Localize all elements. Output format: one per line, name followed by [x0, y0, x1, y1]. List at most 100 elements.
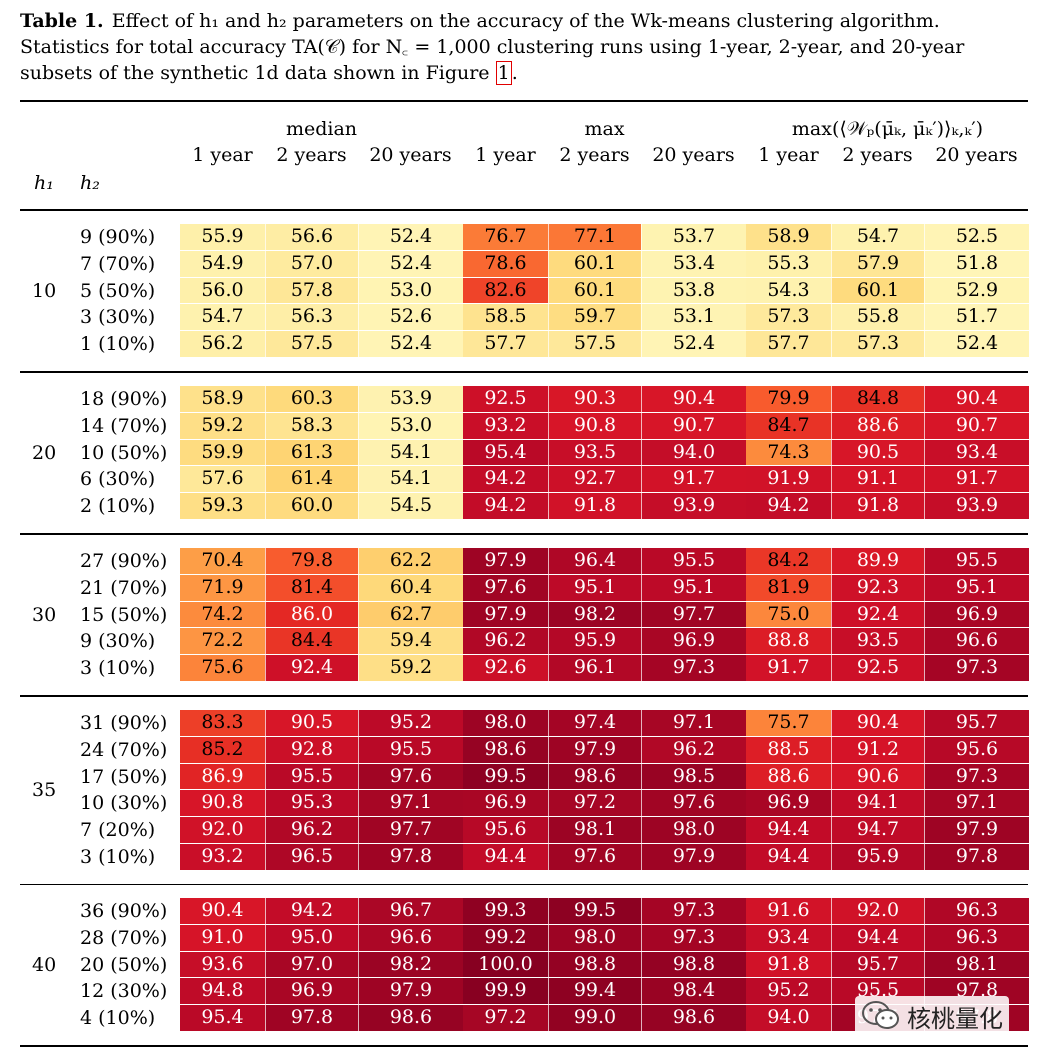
heatmap-cell: 96.9	[746, 790, 831, 817]
heatmap-cell: 97.6	[548, 844, 641, 870]
heatmap-cell: 57.5	[548, 331, 641, 357]
heatmap-cell: 55.8	[831, 304, 924, 331]
heatmap-cell: 56.0	[180, 277, 265, 304]
heatmap-cell: 61.4	[265, 466, 358, 493]
heatmap-cell: 60.4	[358, 574, 463, 601]
heatmap-cell: 90.5	[265, 710, 358, 736]
figure-reference-link[interactable]: 1	[495, 61, 512, 85]
heatmap-cell: 99.4	[548, 978, 641, 1005]
heatmap-cell: 51.7	[924, 304, 1029, 331]
heatmap-cell: 92.5	[463, 386, 548, 412]
h2-label: 15 (50%)	[80, 603, 168, 626]
heatmap-cell: 57.7	[463, 331, 548, 357]
caption-text: Effect of h₁ and h₂ parameters on the ac…	[20, 10, 965, 84]
heatmap-cell: 98.0	[641, 817, 746, 843]
heatmap-cell: 90.7	[641, 412, 746, 439]
heatmap-cell: 57.3	[831, 331, 924, 357]
heatmap-cell: 91.7	[924, 466, 1029, 493]
heatmap-cell: 90.4	[924, 386, 1029, 412]
heatmap-cell: 91.7	[641, 466, 746, 493]
h2-label: 21 (70%)	[80, 576, 168, 599]
heatmap-cell: 94.0	[641, 439, 746, 466]
h1-label: 40	[32, 954, 57, 976]
heatmap-cell: 97.1	[924, 790, 1029, 817]
heatmap-cell: 95.7	[831, 951, 924, 978]
header-rule	[20, 209, 1028, 211]
heatmap-cell: 86.9	[180, 763, 265, 790]
heatmap-cell: 99.5	[548, 898, 641, 924]
heatmap-cell: 91.6	[746, 898, 831, 924]
h2-label: 17 (50%)	[80, 765, 168, 788]
heatmap-cell: 97.1	[641, 710, 746, 736]
h1-label: 10	[32, 280, 57, 302]
heatmap-cell: 94.2	[265, 898, 358, 924]
heatmap-cell: 58.3	[265, 412, 358, 439]
heatmap-cell: 91.7	[746, 655, 831, 681]
heatmap-cell: 56.2	[180, 331, 265, 357]
heatmap-cell: 52.4	[358, 250, 463, 277]
heatmap-cell: 97.4	[548, 710, 641, 736]
heatmap-cell: 55.9	[180, 224, 265, 250]
heatmap-cell: 97.9	[924, 817, 1029, 843]
column-header: 1 year	[192, 144, 253, 166]
heatmap-cell: 89.9	[831, 548, 924, 574]
heatmap-cell: 76.7	[463, 224, 548, 250]
h2-label: 7 (20%)	[80, 819, 156, 842]
heatmap-cell: 96.5	[265, 844, 358, 870]
heatmap-cell: 90.4	[641, 386, 746, 412]
heatmap-cell: 96.6	[924, 628, 1029, 655]
heatmap-cell: 96.1	[548, 655, 641, 681]
heatmap-cell: 52.6	[358, 304, 463, 331]
heatmap-cell: 54.1	[358, 466, 463, 493]
h2-label: 24 (70%)	[80, 738, 168, 761]
heatmap-cell: 94.4	[746, 817, 831, 843]
heatmap-cell: 57.8	[265, 277, 358, 304]
heatmap-cell: 75.7	[746, 710, 831, 736]
block-separator-rule	[20, 371, 1028, 373]
heatmap-cell: 52.4	[358, 331, 463, 357]
heatmap-cell: 53.8	[641, 277, 746, 304]
column-header: 2 years	[559, 144, 630, 166]
heatmap-cell: 99.0	[548, 1005, 641, 1031]
heatmap-cell: 91.1	[831, 466, 924, 493]
heatmap-cell: 92.5	[831, 655, 924, 681]
group-header-max-wasserstein: max(⟨𝒲ₚ(μ̄ₖ, μ̄ₖ′)⟩ₖ,ₖ′)	[791, 118, 984, 140]
h2-label: 3 (10%)	[80, 846, 156, 868]
heatmap-cell: 99.9	[463, 978, 548, 1005]
h2-label: 31 (90%)	[80, 712, 168, 734]
heatmap-cell: 70.4	[180, 548, 265, 574]
heatmap-cell: 59.2	[358, 655, 463, 681]
heatmap-cell: 93.5	[831, 628, 924, 655]
heatmap-cell: 82.6	[463, 277, 548, 304]
heatmap-cell: 95.5	[924, 548, 1029, 574]
heatmap-cell: 59.7	[548, 304, 641, 331]
heatmap-cell: 98.2	[548, 601, 641, 628]
heatmap-cell: 56.3	[265, 304, 358, 331]
heatmap-cell: 96.6	[358, 924, 463, 951]
table-caption: Table 1. Effect of h₁ and h₂ parameters o…	[20, 8, 1030, 86]
heatmap-cell: 57.3	[746, 304, 831, 331]
heatmap-cell: 92.7	[548, 466, 641, 493]
heatmap-cell: 95.2	[358, 710, 463, 736]
top-rule	[20, 100, 1028, 102]
column-header: 20 years	[369, 144, 452, 166]
heatmap-cell: 97.3	[924, 763, 1029, 790]
heatmap-cell: 95.5	[641, 548, 746, 574]
watermark: 核桃量化	[855, 996, 1009, 1036]
heatmap-cell: 95.1	[924, 574, 1029, 601]
heatmap-cell: 85.2	[180, 736, 265, 763]
heatmap-cell: 96.9	[924, 601, 1029, 628]
heatmap-cell: 88.8	[746, 628, 831, 655]
heatmap-cell: 74.2	[180, 601, 265, 628]
heatmap-cell: 90.4	[831, 710, 924, 736]
heatmap-cell: 84.8	[831, 386, 924, 412]
heatmap-cell: 57.7	[746, 331, 831, 357]
heatmap-cell: 52.4	[641, 331, 746, 357]
heatmap-cell: 98.0	[548, 924, 641, 951]
heatmap-cell: 93.6	[180, 951, 265, 978]
heatmap-cell: 60.0	[265, 493, 358, 519]
heatmap-cell: 79.9	[746, 386, 831, 412]
heatmap-cell: 81.9	[746, 574, 831, 601]
heatmap-cell: 88.6	[746, 763, 831, 790]
heatmap-cell: 97.9	[463, 601, 548, 628]
